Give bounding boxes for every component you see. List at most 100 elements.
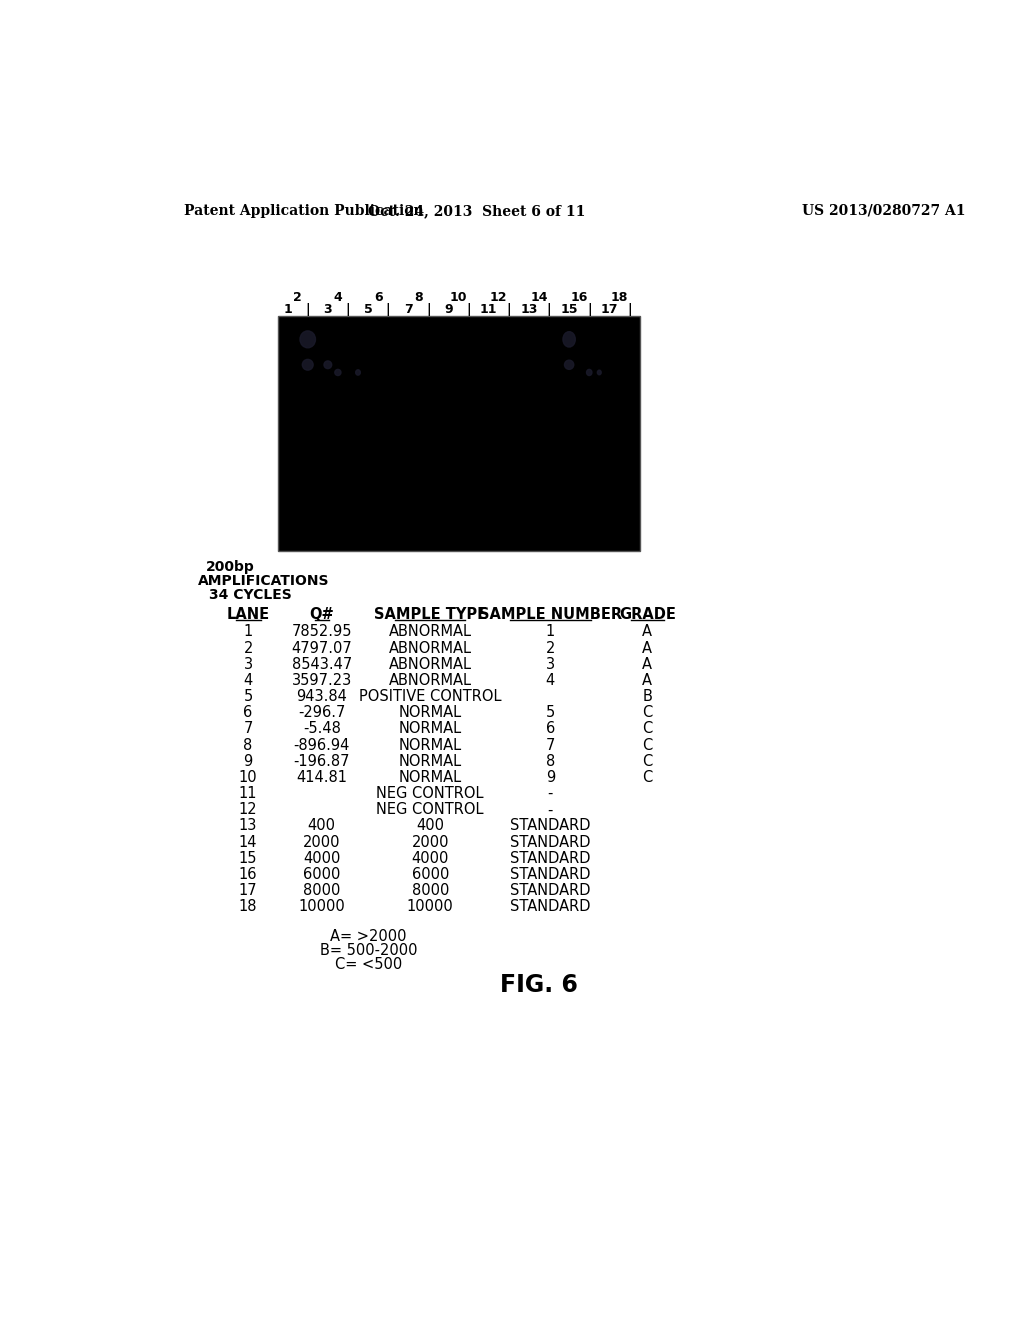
Text: 11: 11 <box>239 787 257 801</box>
Text: 414.81: 414.81 <box>296 770 347 785</box>
Text: GRADE: GRADE <box>618 607 676 622</box>
Ellipse shape <box>335 370 341 376</box>
Text: 5: 5 <box>364 302 373 315</box>
Text: NORMAL: NORMAL <box>398 705 462 721</box>
Text: STANDARD: STANDARD <box>510 883 591 898</box>
Text: -: - <box>548 803 553 817</box>
Text: 4: 4 <box>334 290 342 304</box>
Text: |: | <box>386 302 390 315</box>
Text: 10: 10 <box>450 290 467 304</box>
Text: 15: 15 <box>239 851 257 866</box>
Text: LANE: LANE <box>226 607 269 622</box>
Text: 4000: 4000 <box>412 851 449 866</box>
Text: 2: 2 <box>546 640 555 656</box>
Text: A: A <box>642 624 652 639</box>
Text: 2: 2 <box>293 290 302 304</box>
Text: 4: 4 <box>244 673 253 688</box>
Text: -896.94: -896.94 <box>294 738 350 752</box>
Text: 8000: 8000 <box>303 883 340 898</box>
Text: 14: 14 <box>239 834 257 850</box>
Text: 4797.07: 4797.07 <box>292 640 352 656</box>
Text: A: A <box>642 673 652 688</box>
Text: C= <500: C= <500 <box>335 957 401 972</box>
Ellipse shape <box>587 370 592 376</box>
Text: 8543.47: 8543.47 <box>292 657 352 672</box>
Ellipse shape <box>597 370 601 375</box>
Text: 11: 11 <box>480 302 498 315</box>
Text: STANDARD: STANDARD <box>510 867 591 882</box>
Text: 8: 8 <box>244 738 253 752</box>
Text: B= 500-2000: B= 500-2000 <box>319 944 417 958</box>
Text: 6: 6 <box>374 290 382 304</box>
Text: |: | <box>547 302 551 315</box>
Text: STANDARD: STANDARD <box>510 899 591 915</box>
Text: -296.7: -296.7 <box>298 705 345 721</box>
Text: 5: 5 <box>546 705 555 721</box>
Text: 16: 16 <box>239 867 257 882</box>
Text: ABNORMAL: ABNORMAL <box>389 673 472 688</box>
Text: 14: 14 <box>530 290 548 304</box>
Ellipse shape <box>300 331 315 348</box>
Text: 4: 4 <box>546 673 555 688</box>
Text: 10000: 10000 <box>298 899 345 915</box>
Text: |: | <box>507 302 511 315</box>
Text: 34 CYCLES: 34 CYCLES <box>209 587 292 602</box>
Text: C: C <box>642 722 652 737</box>
Text: -: - <box>548 787 553 801</box>
Text: 17: 17 <box>601 302 618 315</box>
Text: NORMAL: NORMAL <box>398 754 462 768</box>
Text: STANDARD: STANDARD <box>510 834 591 850</box>
Text: 7: 7 <box>244 722 253 737</box>
Text: ABNORMAL: ABNORMAL <box>389 624 472 639</box>
Text: 7852.95: 7852.95 <box>292 624 352 639</box>
Text: 9: 9 <box>244 754 253 768</box>
Text: NORMAL: NORMAL <box>398 770 462 785</box>
Text: 9: 9 <box>444 302 453 315</box>
Text: 18: 18 <box>239 899 257 915</box>
Text: NORMAL: NORMAL <box>398 738 462 752</box>
Text: 10: 10 <box>239 770 257 785</box>
Ellipse shape <box>564 360 573 370</box>
Text: 6: 6 <box>546 722 555 737</box>
Text: C: C <box>642 738 652 752</box>
Text: AMPLIFICATIONS: AMPLIFICATIONS <box>198 574 330 589</box>
Text: 15: 15 <box>560 302 578 315</box>
Text: 8: 8 <box>546 754 555 768</box>
Text: |: | <box>587 302 592 315</box>
Text: 12: 12 <box>490 290 508 304</box>
Text: NEG CONTROL: NEG CONTROL <box>377 787 484 801</box>
Text: 16: 16 <box>570 290 588 304</box>
Text: 8000: 8000 <box>412 883 449 898</box>
Text: Q#: Q# <box>309 607 334 622</box>
Text: A: A <box>642 640 652 656</box>
Text: Oct. 24, 2013  Sheet 6 of 11: Oct. 24, 2013 Sheet 6 of 11 <box>368 203 586 218</box>
Text: |: | <box>426 302 431 315</box>
Text: 1: 1 <box>546 624 555 639</box>
Text: 12: 12 <box>239 803 257 817</box>
Text: |: | <box>346 302 350 315</box>
Text: STANDARD: STANDARD <box>510 818 591 833</box>
Text: 7: 7 <box>403 302 413 315</box>
Text: 9: 9 <box>546 770 555 785</box>
Text: |: | <box>466 302 471 315</box>
Text: 4000: 4000 <box>303 851 340 866</box>
Text: FIG. 6: FIG. 6 <box>500 973 578 997</box>
Text: A= >2000: A= >2000 <box>330 929 407 944</box>
Text: -5.48: -5.48 <box>303 722 341 737</box>
Text: 17: 17 <box>239 883 257 898</box>
Text: B: B <box>642 689 652 704</box>
Text: 2000: 2000 <box>412 834 449 850</box>
Text: US 2013/0280727 A1: US 2013/0280727 A1 <box>802 203 966 218</box>
Text: C: C <box>642 770 652 785</box>
Text: 2: 2 <box>244 640 253 656</box>
Ellipse shape <box>355 370 360 375</box>
Text: |: | <box>627 302 632 315</box>
Text: 1: 1 <box>284 302 292 315</box>
Text: SAMPLE NUMBER: SAMPLE NUMBER <box>479 607 622 622</box>
Text: -196.87: -196.87 <box>294 754 350 768</box>
Text: C: C <box>642 754 652 768</box>
Text: ABNORMAL: ABNORMAL <box>389 657 472 672</box>
Text: 3: 3 <box>324 302 332 315</box>
Ellipse shape <box>302 359 313 370</box>
Text: 13: 13 <box>520 302 538 315</box>
